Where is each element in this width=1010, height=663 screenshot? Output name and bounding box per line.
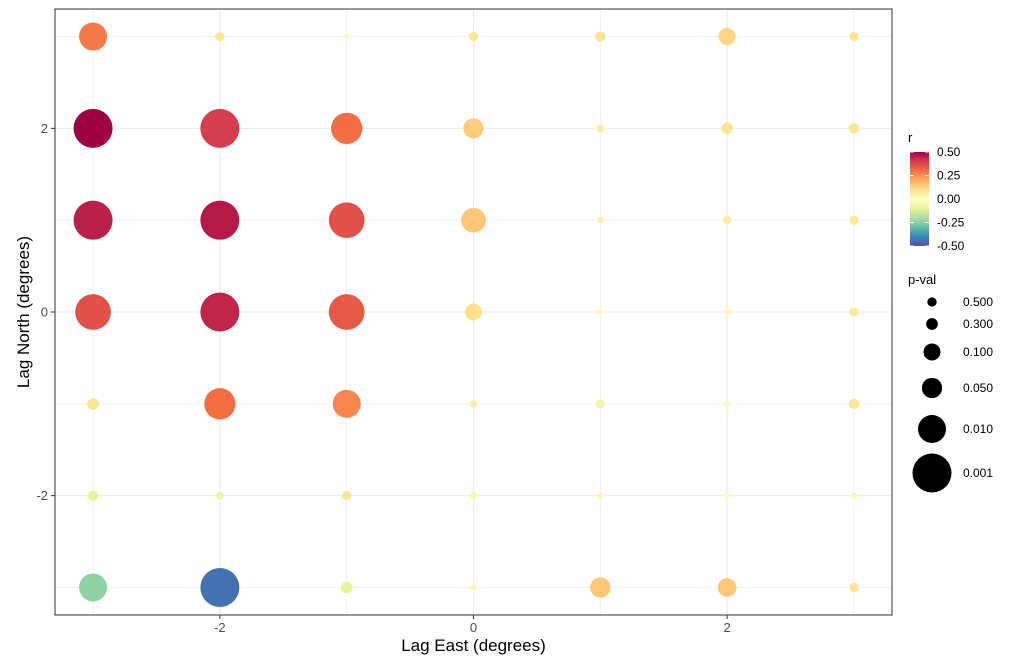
- data-point: [468, 31, 479, 42]
- size-legend-label: 0.010: [963, 422, 993, 436]
- data-point: [848, 123, 860, 134]
- y-axis-ticks: -2 0 2: [36, 121, 55, 503]
- y-tick-label: 2: [41, 121, 48, 136]
- data-point: [215, 31, 225, 42]
- data-point: [328, 202, 365, 239]
- colorbar-label: 0.25: [937, 169, 961, 183]
- size-legend-key: [926, 318, 938, 330]
- data-point: [200, 292, 240, 332]
- data-point: [597, 492, 604, 499]
- data-point: [73, 108, 113, 148]
- data-point: [848, 398, 860, 410]
- data-point: [331, 112, 363, 145]
- color-legend-title: r: [908, 130, 913, 145]
- size-legend-key: [927, 297, 937, 307]
- colorbar-label: -0.50: [937, 239, 965, 253]
- data-point: [470, 492, 477, 500]
- data-point: [718, 28, 736, 46]
- size-legend-label: 0.100: [963, 345, 993, 359]
- size-legend: p-val 0.500 0.300 0.100 0.050 0.010 0.001: [908, 272, 993, 493]
- size-legend-title: p-val: [908, 272, 936, 287]
- data-point: [79, 22, 108, 51]
- data-point: [340, 581, 353, 594]
- data-point: [596, 216, 604, 224]
- data-point: [216, 491, 224, 500]
- data-point: [200, 108, 240, 148]
- data-point: [595, 399, 605, 409]
- colorbar-label: -0.25: [937, 216, 965, 230]
- data-point: [343, 33, 350, 40]
- data-point: [461, 207, 486, 233]
- x-tick-label: 2: [724, 620, 731, 635]
- colorbar-label: 0.00: [937, 192, 961, 206]
- data-point: [79, 573, 108, 602]
- x-tick-label: 0: [470, 620, 477, 635]
- data-point: [200, 200, 240, 240]
- size-legend-key: [912, 453, 952, 493]
- y-tick-label: 0: [41, 305, 48, 320]
- size-legend-key: [921, 377, 943, 399]
- data-point: [722, 215, 732, 225]
- y-axis-title: Lag North (degrees): [14, 236, 33, 388]
- data-point: [470, 584, 477, 591]
- data-point: [850, 492, 858, 499]
- data-point: [849, 582, 859, 593]
- data-point: [721, 122, 734, 135]
- colorbar-label: 0.50: [937, 145, 961, 159]
- size-legend-key: [923, 343, 941, 361]
- size-legend-label: 0.050: [963, 381, 993, 395]
- plot-panel: [54, 8, 893, 616]
- x-axis-title: Lag East (degrees): [401, 636, 546, 655]
- size-legend-items: 0.500 0.300 0.100 0.050 0.010 0.001: [912, 295, 993, 493]
- colorbar-ticks: 0.50 0.25 0.00 -0.25 -0.50: [910, 145, 965, 253]
- colorbar: [910, 152, 929, 246]
- data-point: [328, 294, 365, 330]
- data-point: [724, 308, 731, 316]
- data-point: [342, 490, 352, 501]
- data-points: [73, 22, 860, 607]
- data-point: [75, 294, 111, 330]
- size-legend-label: 0.001: [963, 466, 993, 480]
- data-point: [73, 200, 113, 240]
- data-point: [87, 490, 99, 501]
- data-point: [87, 397, 99, 410]
- data-point: [717, 578, 737, 597]
- data-point: [463, 118, 484, 139]
- data-point: [597, 308, 604, 316]
- x-axis-ticks: -2 0 2: [214, 615, 731, 635]
- data-point: [596, 124, 605, 133]
- size-legend-label: 0.500: [963, 295, 993, 309]
- data-point: [469, 399, 478, 408]
- size-legend-label: 0.300: [963, 317, 993, 331]
- data-point: [204, 388, 236, 420]
- data-point: [595, 31, 606, 42]
- size-legend-key: [918, 415, 946, 443]
- color-legend: r 0.50 0.25 0.00 -0.25 -0.50: [908, 130, 965, 253]
- y-tick-label: -2: [36, 488, 48, 503]
- data-point: [465, 303, 482, 321]
- data-point: [849, 307, 859, 317]
- data-point: [724, 400, 731, 407]
- data-point: [200, 567, 240, 607]
- data-point: [849, 31, 859, 42]
- data-point: [724, 492, 731, 499]
- data-point: [590, 577, 611, 598]
- data-point: [332, 389, 361, 418]
- x-tick-label: -2: [214, 620, 226, 635]
- data-point: [849, 215, 859, 225]
